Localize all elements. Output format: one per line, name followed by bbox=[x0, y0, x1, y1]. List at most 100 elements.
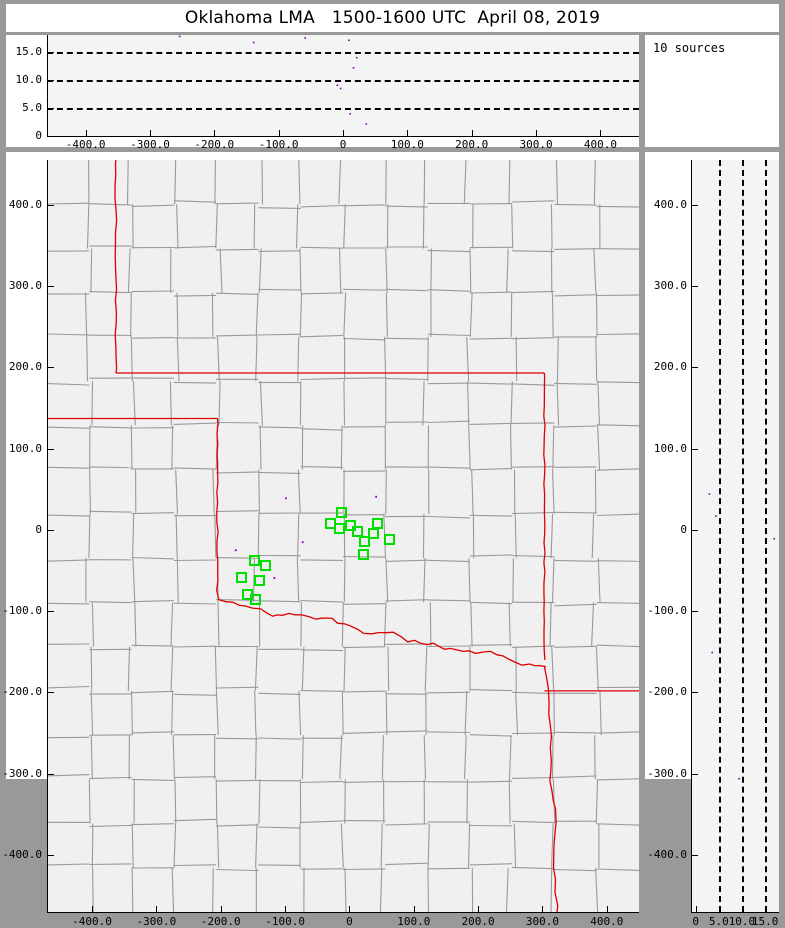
axis-tick-label: -200.0 bbox=[2, 685, 42, 699]
axis-tick-mark bbox=[691, 367, 698, 368]
axis-tick-label: 100.0 bbox=[653, 441, 687, 455]
axis-tick-mark bbox=[47, 774, 54, 775]
axis-tick-mark bbox=[47, 449, 54, 450]
axis-tick-label: 5.0 bbox=[22, 100, 42, 114]
axis-tick-label: 0 bbox=[692, 915, 699, 928]
axis-tick-mark bbox=[343, 130, 344, 136]
side-altitude-plot-area[interactable] bbox=[691, 160, 779, 912]
axis-tick-label: 300.0 bbox=[8, 279, 42, 292]
selected-source-marker[interactable] bbox=[250, 594, 261, 606]
axis-tick-mark bbox=[47, 52, 54, 53]
red-river-border bbox=[218, 599, 421, 644]
axis-tick-mark bbox=[691, 530, 698, 531]
red-river-border-east bbox=[420, 642, 547, 668]
axis-tick-mark bbox=[47, 80, 54, 81]
axis-tick-mark bbox=[607, 906, 608, 912]
axis-tick-mark bbox=[691, 205, 698, 206]
axis-tick-label: -100.0 bbox=[265, 915, 305, 928]
axis-tick-mark bbox=[285, 906, 286, 912]
axis-tick-label: 300.0 bbox=[525, 915, 560, 928]
time-height-plot-area[interactable] bbox=[47, 35, 639, 136]
app-root: Oklahoma LMA 1500-1600 UTC April 08, 201… bbox=[2, 4, 779, 928]
axis-tick-label: 0 bbox=[35, 129, 42, 142]
axis-tick-label: -400.0 bbox=[72, 915, 112, 928]
selected-source-marker[interactable] bbox=[253, 574, 265, 586]
axis-tick-mark bbox=[691, 611, 698, 612]
selected-source-marker[interactable] bbox=[336, 506, 348, 518]
gridline-vertical bbox=[765, 160, 768, 912]
selected-source-marker[interactable] bbox=[359, 535, 371, 547]
axis-tick-label: 15.0 bbox=[751, 915, 779, 928]
axis-tick-mark bbox=[691, 286, 698, 287]
axis-tick-mark bbox=[472, 130, 473, 136]
state-boundaries bbox=[47, 160, 639, 912]
axis-tick-label: -200.0 bbox=[194, 138, 235, 151]
gridline-horizontal bbox=[47, 51, 639, 54]
axis-tick-mark bbox=[47, 136, 54, 137]
axis-tick-label: -400.0 bbox=[65, 138, 106, 151]
title-bar: Oklahoma LMA 1500-1600 UTC April 08, 201… bbox=[6, 4, 779, 32]
axis-tick-mark bbox=[536, 130, 537, 136]
axis-tick-label: 100.0 bbox=[397, 915, 431, 928]
axis-tick-mark bbox=[478, 906, 479, 912]
map-geography-layer bbox=[47, 160, 639, 912]
map-y-axis bbox=[47, 160, 48, 912]
axis-tick-label: -300.0 bbox=[136, 915, 177, 928]
axis-tick-label: -300.0 bbox=[647, 766, 687, 780]
axis-tick-label: 200.0 bbox=[455, 138, 489, 151]
axis-tick-mark bbox=[691, 449, 698, 450]
axis-tick-label: -300.0 bbox=[130, 138, 170, 151]
axis-tick-mark bbox=[47, 108, 54, 109]
axis-tick-label: 100.0 bbox=[8, 441, 42, 455]
axis-tick-mark bbox=[691, 855, 698, 856]
axis-tick-mark bbox=[47, 367, 54, 368]
axis-tick-label: 200.0 bbox=[8, 360, 42, 374]
axis-tick-mark bbox=[47, 530, 54, 531]
axis-tick-label: 0 bbox=[680, 522, 687, 536]
axis-tick-label: 200.0 bbox=[461, 915, 495, 928]
top-panel-y-axis bbox=[47, 35, 48, 136]
selected-source-marker[interactable] bbox=[368, 527, 380, 539]
selected-source-marker[interactable] bbox=[235, 571, 247, 583]
axis-tick-mark bbox=[414, 906, 415, 912]
time-height-scatter-layer bbox=[178, 35, 368, 125]
co-ks-border bbox=[114, 160, 118, 374]
axis-tick-label: -200.0 bbox=[647, 685, 687, 699]
selected-source-marker[interactable] bbox=[333, 522, 345, 534]
axis-tick-mark bbox=[349, 906, 350, 912]
axis-tick-mark bbox=[86, 130, 87, 136]
axis-tick-mark bbox=[765, 906, 766, 912]
selected-source-marker[interactable] bbox=[351, 526, 363, 537]
axis-tick-mark bbox=[47, 205, 54, 206]
axis-tick-mark bbox=[691, 774, 698, 775]
axis-tick-label: 200.0 bbox=[653, 360, 687, 374]
axis-tick-mark bbox=[407, 130, 408, 136]
axis-tick-mark bbox=[600, 130, 601, 136]
selected-source-marker[interactable] bbox=[358, 548, 370, 560]
axis-tick-label: 0 bbox=[339, 138, 347, 151]
sources-count-label: 10 sources bbox=[653, 41, 726, 55]
axis-tick-label: 300.0 bbox=[519, 138, 553, 151]
axis-tick-label: 100.0 bbox=[390, 138, 424, 151]
axis-tick-mark bbox=[221, 906, 222, 912]
axis-tick-mark bbox=[47, 855, 54, 856]
axis-tick-mark bbox=[742, 906, 743, 912]
axis-tick-mark bbox=[47, 692, 54, 693]
axis-tick-label: -300.0 bbox=[2, 766, 42, 780]
county-boundaries bbox=[47, 160, 639, 912]
axis-tick-label: 0 bbox=[35, 522, 42, 536]
axis-tick-label: 0 bbox=[346, 915, 353, 928]
side-scatter-layer bbox=[708, 493, 775, 780]
selected-source-marker[interactable] bbox=[260, 560, 272, 572]
map-plot-area[interactable] bbox=[47, 160, 639, 912]
axis-tick-label: 5.0 bbox=[708, 915, 729, 928]
ok-ar-border bbox=[543, 372, 546, 661]
selected-source-marker[interactable] bbox=[345, 519, 357, 531]
selected-source-marker[interactable] bbox=[248, 555, 260, 567]
side-altitude-panel: 400.0 300.0 200.0 100.0 0 -100.0 -200.0 -300.0 -… bbox=[645, 152, 779, 928]
gridline-vertical bbox=[741, 160, 744, 912]
axis-tick-mark bbox=[542, 906, 543, 912]
axis-tick-mark bbox=[47, 611, 54, 612]
selected-source-marker[interactable] bbox=[383, 534, 395, 546]
axis-tick-mark bbox=[214, 130, 215, 136]
